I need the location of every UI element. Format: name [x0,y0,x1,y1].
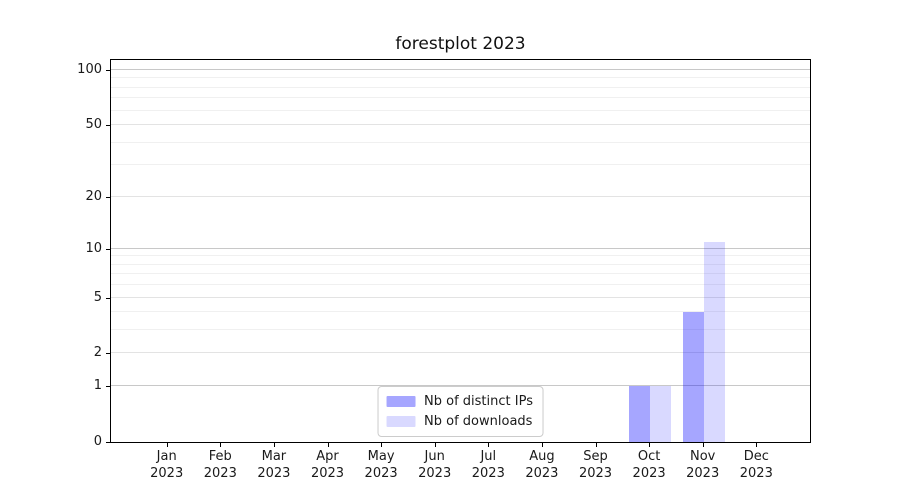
legend-row-downloads: Nb of downloads [386,414,533,429]
legend-label-downloads: Nb of downloads [424,414,533,429]
x-tick-label-10: Nov 2023 [686,449,720,481]
gridline-minor-y-8 [111,263,810,265]
x-tick-label-4: May 2023 [364,449,398,481]
gridline-minor-y-6 [111,284,810,286]
x-tick-label-11: Dec 2023 [739,449,773,481]
gridline-minor-y-4 [111,311,810,313]
x-tick-label-5: Jun 2023 [418,449,452,481]
y-tick-label-10: 10 [85,240,102,256]
y-tick-label-50: 50 [85,117,102,133]
x-tick-label-6: Jul 2023 [471,449,505,481]
y-tick-label-2: 2 [93,345,102,361]
gridline-minor-y-90 [111,77,810,79]
legend-swatch-downloads [386,416,416,427]
x-tick-8 [595,443,597,447]
gridline-minor-y-80 [111,86,810,88]
x-tick-7 [541,443,543,447]
x-tick-label-9: Oct 2023 [632,449,666,481]
gridline-minor-y-9 [111,255,810,257]
gridline-minor-y-60 [111,109,810,111]
x-tick-5 [434,443,436,447]
gridline-y-2 [111,352,810,354]
gridline-minor-y-70 [111,97,810,99]
gridline-y-1 [111,385,810,387]
gridline-y-50 [111,124,810,126]
x-tick-label-1: Feb 2023 [203,449,237,481]
x-tick-1 [220,443,222,447]
x-tick-2 [273,443,275,447]
gridline-minor-y-40 [111,141,810,143]
gridline-minor-y-3 [111,329,810,331]
y-tick-label-20: 20 [85,188,102,204]
bar-nov-2023-nb-of-distinct-ips [682,312,704,442]
gridline-minor-y-30 [111,164,810,166]
x-tick-label-0: Jan 2023 [150,449,184,481]
x-tick-6 [488,443,490,447]
x-tick-label-8: Sep 2023 [578,449,613,481]
x-tick-10 [702,443,704,447]
y-tick-10 [106,248,110,250]
y-tick-2 [106,353,110,355]
legend-swatch-distinct-ips [386,396,416,407]
x-tick-label-7: Aug 2023 [525,449,559,481]
y-tick-100 [106,69,110,71]
y-tick-0 [106,442,110,443]
y-tick-label-100: 100 [77,61,102,77]
y-tick-50 [106,125,110,127]
legend-label-distinct-ips: Nb of distinct IPs [424,394,533,409]
x-tick-label-2: Mar 2023 [257,449,291,481]
bar-oct-2023-nb-of-distinct-ips [629,386,651,442]
y-tick-label-5: 5 [93,289,102,305]
y-tick-1 [106,386,110,388]
gridline-y-100 [111,69,810,70]
chart-title: forestplot 2023 [395,34,526,54]
y-tick-20 [106,196,110,198]
bar-oct-2023-nb-of-downloads [650,386,672,442]
x-tick-9 [649,443,651,447]
x-tick-3 [327,443,329,447]
gridline-y-10 [111,247,810,249]
y-tick-label-1: 1 [93,378,102,394]
x-tick-0 [166,443,168,447]
x-tick-4 [381,443,383,447]
bar-nov-2023-nb-of-downloads [703,241,725,442]
y-tick-5 [106,297,110,299]
gridline-y-5 [111,296,810,298]
gridline-minor-y-7 [111,273,810,275]
plot-area: Nb of distinct IPs Nb of downloads [110,59,811,443]
x-tick-label-3: Apr 2023 [310,449,345,481]
legend: Nb of distinct IPs Nb of downloads [377,386,544,437]
y-tick-label-0: 0 [93,434,102,449]
gridline-y-20 [111,195,810,197]
x-tick-11 [756,443,758,447]
legend-row-distinct-ips: Nb of distinct IPs [386,394,533,409]
